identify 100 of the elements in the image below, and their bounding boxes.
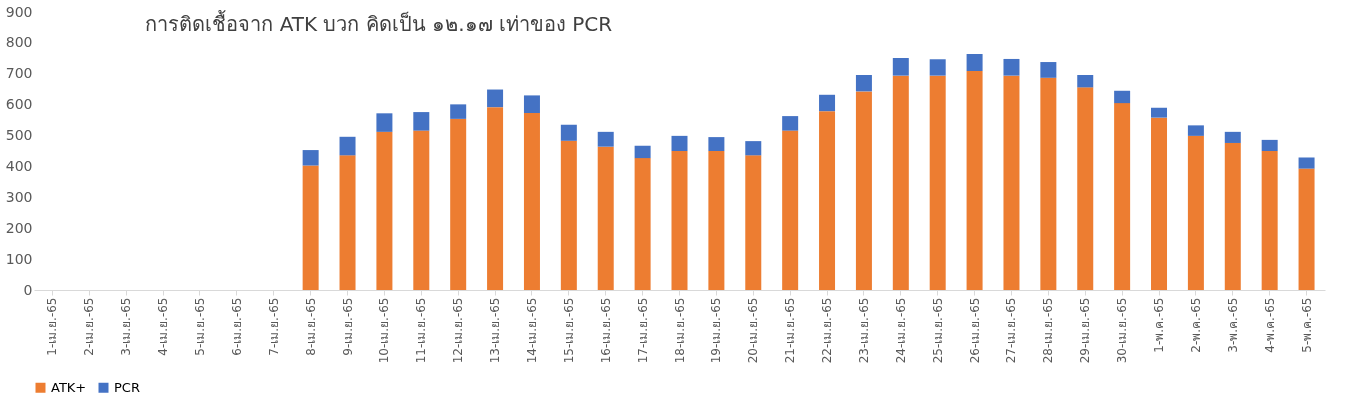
x-tick-label: 1-พ.ค.-65 [1152,297,1167,353]
bar [782,130,799,290]
bar [1003,75,1020,290]
y-tick-label: 700 [5,65,33,82]
x-tick-label: 7-เม.ย.-65 [266,297,281,356]
bar [339,155,356,290]
bar [339,136,356,156]
x-tick-label: 9-เม.ย.-65 [340,297,355,356]
bar [302,150,319,166]
x-tick-label: 30-เม.ย.-65 [1115,297,1130,364]
y-tick-label: 200 [5,219,33,236]
y-tick-label: 500 [5,127,33,144]
bar [819,111,836,290]
x-tick-label: 19-เม.ย.-65 [709,297,724,364]
bar [892,75,909,290]
bar [745,155,762,290]
x-tick-label: 8-เม.ย.-65 [303,297,318,356]
x-tick-label: 10-เม.ย.-65 [377,297,392,364]
x-tick-label: 24-เม.ย.-65 [893,297,908,364]
x-tick-label: 3-เม.ย.-65 [119,297,134,356]
bar [413,130,430,290]
bar [929,59,946,76]
y-tick-label: 400 [5,157,33,174]
x-tick-label: 18-เม.ย.-65 [672,297,687,364]
x-tick-label: 14-เม.ย.-65 [524,297,539,364]
bar [1261,139,1278,151]
x-tick-label: 20-เม.ย.-65 [746,297,761,364]
bar [782,116,799,131]
bar [1187,125,1204,136]
legend-label: PCR [114,379,140,395]
bar [302,165,319,290]
bar [560,140,577,290]
bar [1187,135,1204,290]
y-tick-label: 0 [23,281,33,298]
bar [487,107,504,290]
x-tick-label: 28-เม.ย.-65 [1041,297,1056,364]
x-tick-label: 5-เม.ย.-65 [192,297,207,356]
x-tick-label: 15-เม.ย.-65 [561,297,576,364]
bar [966,54,983,71]
x-tick-label: 26-เม.ย.-65 [967,297,982,364]
bar [929,75,946,290]
x-tick-label: 25-เม.ย.-65 [930,297,945,364]
bar [708,137,725,151]
x-tick-label: 16-เม.ย.-65 [598,297,613,364]
x-tick-label: 5-พ.ค.-65 [1299,297,1314,353]
bar [523,95,540,114]
x-tick-label: 27-เม.ย.-65 [1004,297,1019,364]
x-tick-label: 21-เม.ย.-65 [783,297,798,364]
x-tick-label: 23-เม.ย.-65 [856,297,871,364]
bar [1114,90,1131,104]
x-tick-label: 4-พ.ค.-65 [1262,297,1277,353]
bar [597,131,614,147]
x-tick-label: 1-เม.ย.-65 [45,297,60,356]
bar [450,104,467,119]
bar [1224,142,1241,290]
bar [1151,107,1168,118]
bar [560,124,577,141]
bar [487,89,504,108]
x-tick-label: 17-เม.ย.-65 [635,297,650,364]
bar [1114,103,1131,290]
bar [892,58,909,76]
bar [671,151,688,290]
bar [1040,77,1057,290]
bar [1261,151,1278,290]
bar [855,91,872,290]
bar [1224,131,1241,143]
bar [413,112,430,131]
bar [523,113,540,290]
bar [671,135,688,151]
bar [745,141,762,156]
chart-title: การติดเชื้อจาก ATK บวก คิดเป็น ๑๒.๑๗ เท่าของ PCR [145,10,613,36]
bar [966,71,983,290]
bar [376,131,393,290]
bar [1151,117,1168,290]
x-tick-label: 22-เม.ย.-65 [820,297,835,364]
bar [597,146,614,290]
bar [1077,75,1094,88]
bar [634,158,651,290]
bar [1003,58,1020,76]
x-tick-label: 13-เม.ย.-65 [488,297,503,364]
x-tick-label: 4-เม.ย.-65 [156,297,171,356]
x-tick-label: 3-พ.ค.-65 [1225,297,1240,353]
y-tick-label: 800 [5,34,33,51]
y-tick-label: 600 [5,96,33,113]
y-tick-label: 900 [5,3,33,20]
bar [450,118,467,290]
x-tick-label: 2-พ.ค.-65 [1188,297,1203,353]
bar [855,75,872,92]
bar [634,145,651,159]
x-tick-label: 12-เม.ย.-65 [451,297,466,364]
bar [1077,87,1094,290]
y-tick-label: 100 [5,250,33,267]
x-tick-label: 6-เม.ย.-65 [229,297,244,356]
bar [1040,62,1057,78]
x-tick-label: 11-เม.ย.-65 [414,297,429,364]
legend-label: ATK+ [51,379,87,395]
bar [819,94,836,112]
bar [376,113,393,132]
bar [1298,157,1315,169]
y-tick-label: 300 [5,188,33,205]
